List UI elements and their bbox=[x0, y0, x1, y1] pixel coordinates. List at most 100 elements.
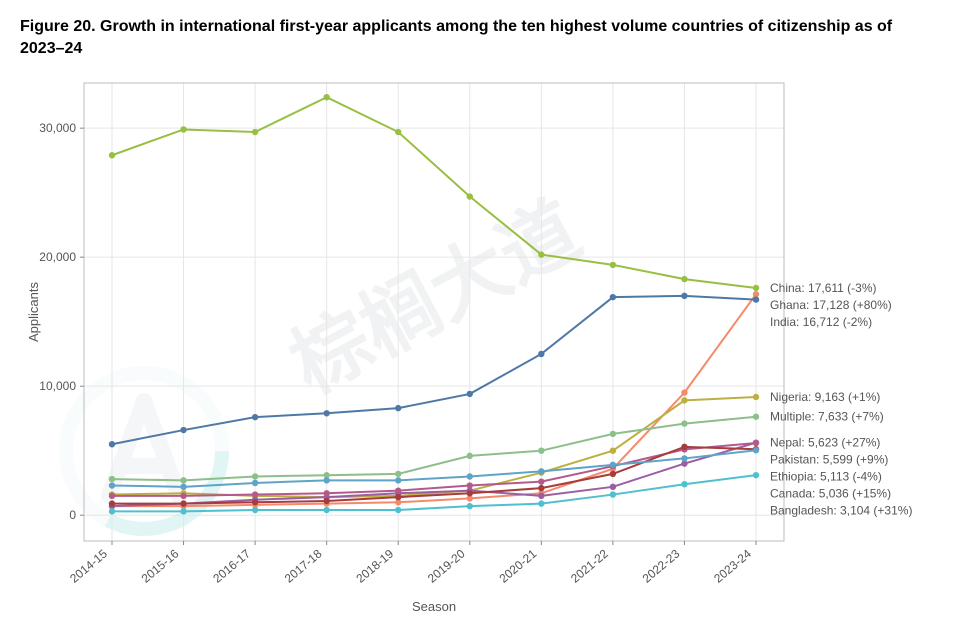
x-tick-label: 2023-24 bbox=[711, 547, 754, 586]
x-tick-label: 2019-20 bbox=[425, 547, 468, 586]
point-india bbox=[395, 405, 401, 411]
point-india bbox=[467, 391, 473, 397]
point-canada bbox=[467, 473, 473, 479]
point-china bbox=[681, 276, 687, 282]
point-canada bbox=[538, 468, 544, 474]
point-india bbox=[109, 441, 115, 447]
point-nigeria bbox=[610, 448, 616, 454]
point-multiple bbox=[395, 471, 401, 477]
point-multiple bbox=[467, 453, 473, 459]
chart-container: 棕榈大道010,00020,00030,0002014-152015-16201… bbox=[20, 73, 949, 628]
label-pakistan: Pakistan: 5,599 (+9%) bbox=[770, 453, 888, 467]
label-multiple: Multiple: 7,633 (+7%) bbox=[770, 410, 884, 424]
point-canada bbox=[610, 462, 616, 468]
point-india bbox=[610, 294, 616, 300]
point-india bbox=[538, 351, 544, 357]
point-pakistan bbox=[323, 490, 329, 496]
point-canada bbox=[180, 484, 186, 490]
point-india bbox=[323, 410, 329, 416]
point-multiple bbox=[610, 431, 616, 437]
point-pakistan bbox=[753, 440, 759, 446]
figure-title: Figure 20. Growth in international first… bbox=[20, 16, 940, 59]
point-china bbox=[252, 129, 258, 135]
point-multiple bbox=[109, 476, 115, 482]
point-pakistan bbox=[252, 492, 258, 498]
point-china bbox=[610, 262, 616, 268]
point-bangladesh bbox=[753, 472, 759, 478]
point-india bbox=[753, 297, 759, 303]
point-china bbox=[395, 129, 401, 135]
point-china bbox=[753, 285, 759, 291]
x-tick-label: 2015-16 bbox=[139, 547, 182, 586]
x-tick-label: 2022-23 bbox=[640, 547, 683, 586]
x-axis: 2014-15 2015-16 2016-17 2017-18 2018-19 2019-… bbox=[67, 541, 756, 586]
point-china bbox=[323, 94, 329, 100]
point-multiple bbox=[681, 421, 687, 427]
point-pakistan bbox=[467, 483, 473, 489]
x-tick-label: 2014-15 bbox=[67, 547, 110, 586]
point-bangladesh bbox=[109, 508, 115, 514]
point-bangladesh bbox=[395, 507, 401, 513]
point-pakistan bbox=[538, 479, 544, 485]
point-nepal bbox=[610, 484, 616, 490]
x-tick-label: 2021-22 bbox=[568, 547, 611, 586]
point-pakistan bbox=[395, 488, 401, 494]
point-ethiopia bbox=[467, 490, 473, 496]
point-bangladesh bbox=[180, 508, 186, 514]
y-tick-label: 30,000 bbox=[39, 121, 76, 135]
point-pakistan bbox=[180, 493, 186, 499]
x-tick-label: 2018-19 bbox=[353, 547, 396, 586]
y-tick-label: 10,000 bbox=[39, 379, 76, 393]
x-tick-label: 2016-17 bbox=[210, 547, 253, 586]
point-pakistan bbox=[109, 493, 115, 499]
point-bangladesh bbox=[252, 507, 258, 513]
point-china bbox=[109, 152, 115, 158]
y-tick-label: 20,000 bbox=[39, 250, 76, 264]
point-ethiopia bbox=[395, 494, 401, 500]
point-india bbox=[180, 427, 186, 433]
point-ethiopia bbox=[610, 471, 616, 477]
label-bangladesh: Bangladesh: 3,104 (+31%) bbox=[770, 504, 912, 518]
x-tick-label: 2017-18 bbox=[282, 547, 325, 586]
point-india bbox=[681, 293, 687, 299]
point-bangladesh bbox=[538, 501, 544, 507]
x-tick-label: 2020-21 bbox=[497, 547, 540, 586]
point-nigeria bbox=[753, 394, 759, 400]
point-bangladesh bbox=[681, 481, 687, 487]
label-india: India: 16,712 (-2%) bbox=[770, 315, 872, 329]
label-nepal: Nepal: 5,623 (+27%) bbox=[770, 436, 880, 450]
point-ghana bbox=[681, 390, 687, 396]
point-ethiopia bbox=[681, 444, 687, 450]
point-ethiopia bbox=[109, 501, 115, 507]
y-tick-label: 0 bbox=[69, 508, 76, 522]
point-china bbox=[180, 126, 186, 132]
point-canada bbox=[395, 477, 401, 483]
point-india bbox=[252, 414, 258, 420]
point-nepal bbox=[538, 493, 544, 499]
point-ethiopia bbox=[252, 499, 258, 505]
point-multiple bbox=[753, 414, 759, 420]
label-canada: Canada: 5,036 (+15%) bbox=[770, 487, 891, 501]
point-china bbox=[538, 252, 544, 258]
point-canada bbox=[252, 480, 258, 486]
svg-text:棕榈大道: 棕榈大道 bbox=[277, 186, 593, 409]
line-chart: 棕榈大道010,00020,00030,0002014-152015-16201… bbox=[20, 73, 949, 628]
point-canada bbox=[681, 455, 687, 461]
point-nigeria bbox=[681, 397, 687, 403]
point-ethiopia bbox=[538, 485, 544, 491]
label-ethiopia: Ethiopia: 5,113 (-4%) bbox=[770, 470, 882, 484]
series-labels: China: 17,611 (-3%) Ghana: 17,128 (+80%) I… bbox=[770, 281, 912, 518]
point-bangladesh bbox=[467, 503, 473, 509]
point-multiple bbox=[538, 448, 544, 454]
label-ghana: Ghana: 17,128 (+80%) bbox=[770, 298, 892, 312]
y-axis-label: Applicants bbox=[26, 282, 41, 342]
point-bangladesh bbox=[610, 492, 616, 498]
x-axis-label: Season bbox=[412, 599, 456, 614]
point-ethiopia bbox=[323, 498, 329, 504]
label-china: China: 17,611 (-3%) bbox=[770, 281, 877, 295]
point-bangladesh bbox=[323, 507, 329, 513]
point-canada bbox=[109, 483, 115, 489]
point-canada bbox=[753, 447, 759, 453]
point-china bbox=[467, 194, 473, 200]
point-canada bbox=[323, 477, 329, 483]
